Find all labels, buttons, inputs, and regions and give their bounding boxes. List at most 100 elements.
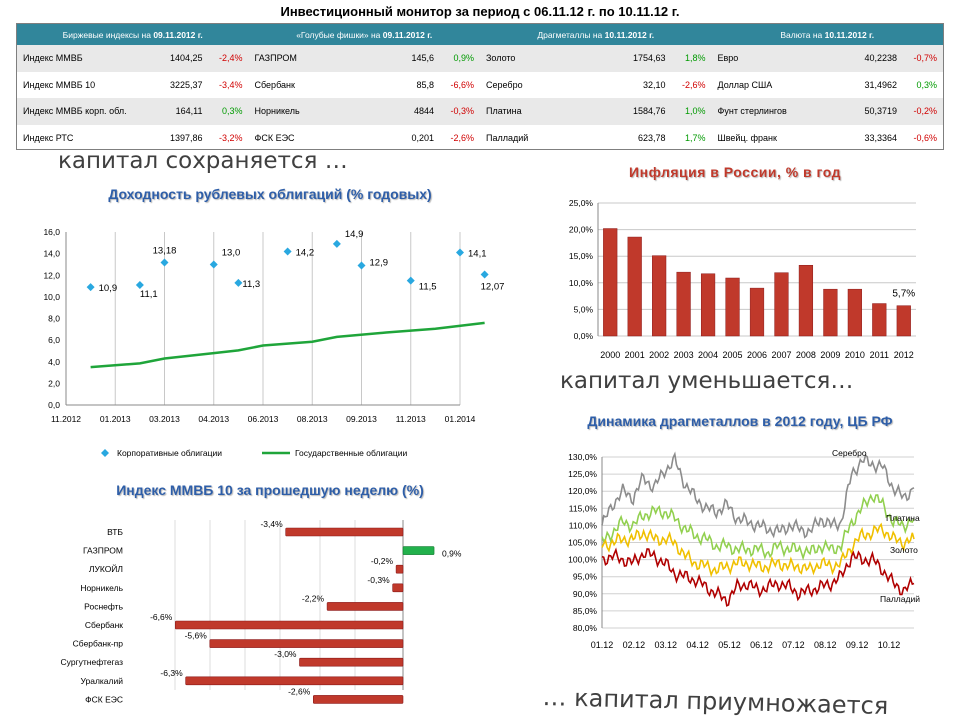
bond-x-tick-label: 11.2013: [396, 414, 426, 424]
metals-x-tick-label: 05.12: [718, 640, 741, 650]
metals-x-tick-label: 10.12: [878, 640, 901, 650]
caption-capital-decreases: капитал уменьшается…: [560, 368, 854, 394]
bond-x-tick-label: 06.2013: [248, 414, 279, 424]
instrument-change: -3,2%: [218, 132, 243, 143]
metals-line-palladium: [601, 547, 915, 607]
instrument-change: 0,3%: [221, 106, 243, 117]
bond-x-tick-label: 11.2012: [51, 414, 81, 424]
header-currency: Валюта на 10.11.2012 г.: [780, 29, 875, 40]
instrument-change: -6,6%: [450, 79, 474, 90]
monitor-row: Индекс ММВБ 10 3225,37 -3,4% Сбербанк 85,8 -6…: [17, 72, 943, 99]
legend-corp-label: Корпоративные облигации: [117, 448, 222, 458]
inflation-y-tick-label: 15,0%: [569, 251, 594, 261]
instrument-name: Индекс ММВБ корп. обл.: [23, 106, 127, 117]
micex-bar: [185, 676, 404, 686]
instrument-change: -2,4%: [218, 53, 243, 64]
micex-bar: [299, 657, 404, 667]
corp-bond-marker: [135, 280, 144, 289]
micex-data-label: -2,2%: [302, 593, 325, 603]
monitor-row: Индекс ММВБ 1404,25 -2,4% ГАЗПРОМ 145,6 0,9% З…: [17, 45, 943, 72]
instrument-value: 3225,37: [169, 79, 203, 90]
metals-y-tick-label: 100,0%: [568, 555, 597, 565]
instrument-change: 1,0%: [684, 106, 706, 117]
monitor-cell-currency: Евро 40,2238 -0,7%: [712, 53, 944, 63]
micex-data-label: -2,6%: [288, 686, 311, 696]
bond-y-tick-label: 2,0: [48, 378, 60, 388]
bond-y-tick-label: 10,0: [43, 292, 60, 302]
micex-bar: [209, 639, 404, 648]
corp-bond-marker: [209, 260, 218, 269]
monitor-header-row: Биржевые индексы на 09.11.2012 г. «Голуб…: [17, 24, 943, 45]
instrument-name: Палладий: [486, 132, 529, 143]
monitor-row: Индекс РТС 1397,86 -3,2% ФСК ЕЭС 0,201 -2,6% П…: [17, 125, 943, 152]
inflation-x-tick-label: 2010: [845, 350, 865, 360]
monitor-cell-index: Индекс ММВБ 1404,25 -2,4%: [17, 53, 249, 63]
monitor-cell-currency: Доллар США 31,4962 0,3%: [712, 80, 944, 90]
monitor-cell-metal: Серебро 32,10 -2,6%: [480, 80, 712, 90]
micex-data-label: -6,3%: [160, 668, 183, 678]
monitor-cell-currency: Фунт стерлингов 50,3719 -0,2%: [712, 106, 944, 116]
header-metals: Драгметаллы на 10.11.2012 г.: [537, 29, 655, 40]
instrument-value: 1397,86: [169, 132, 203, 143]
instrument-value: 85,8: [416, 79, 434, 90]
metals-series-label: Серебро: [832, 448, 867, 458]
micex-bar: [312, 695, 404, 704]
metals-x-tick-label: 09.12: [846, 640, 869, 650]
micex-bar: [175, 620, 404, 630]
metals-series-label: Платина: [886, 513, 920, 523]
corp-bond-data-label: 14,9: [345, 229, 364, 240]
metals-y-tick-label: 110,0%: [569, 520, 598, 530]
inflation-y-tick-label: 10,0%: [569, 278, 594, 288]
bond-y-tick-label: 12,0: [43, 270, 60, 280]
micex-data-label: -6,6%: [150, 612, 173, 622]
instrument-name: Золото: [486, 53, 516, 64]
inflation-x-tick-label: 2000: [600, 350, 620, 360]
metals-line-platinum: [601, 493, 915, 561]
inflation-y-tick-label: 20,0%: [569, 225, 594, 235]
instrument-name: Индекс РТС: [23, 132, 74, 143]
monitor-cell-index: Индекс ММВБ корп. обл. 164,11 0,3%: [17, 106, 249, 116]
header-blue-chips: «Голубые фишки» на 09.11.2012 г.: [296, 29, 433, 40]
instrument-value: 31,4962: [864, 79, 897, 90]
inflation-y-tick-label: 0,0%: [574, 331, 594, 341]
inflation-bar: [725, 277, 740, 337]
inflation-bar: [652, 255, 667, 337]
corp-bond-marker: [357, 261, 366, 270]
metals-series-label: Золото: [890, 545, 918, 555]
instrument-change: -3,4%: [218, 79, 243, 90]
inflation-bar: [774, 272, 789, 337]
bond-y-tick-label: 6,0: [48, 335, 60, 345]
corp-bond-marker: [234, 278, 243, 287]
bond-y-tick-label: 14,0: [43, 249, 60, 259]
micex-data-label: -3,4%: [260, 519, 283, 529]
inflation-bar: [823, 288, 838, 337]
instrument-value: 32,10: [642, 79, 666, 90]
micex-bar: [285, 527, 404, 537]
instrument-name: Евро: [717, 53, 739, 64]
corp-bond-marker: [480, 270, 489, 279]
bond-y-tick-label: 8,0: [48, 314, 60, 324]
instrument-value: 50,3719: [864, 106, 897, 117]
micex-bar: [392, 583, 404, 593]
corp-bond-data-label: 11,5: [419, 282, 437, 293]
inflation-x-tick-label: 2001: [625, 350, 645, 360]
corp-bond-data-label: 13,18: [153, 245, 177, 256]
inflation-y-tick-label: 5,0%: [574, 304, 594, 314]
instrument-change: 1,8%: [684, 53, 706, 64]
micex-category-label: Сургутнефтегаз: [61, 657, 124, 667]
legend-corp-marker: [101, 449, 109, 457]
instrument-change: -0,6%: [913, 132, 937, 143]
monitor-cell-metal: Золото 1754,63 1,8%: [480, 53, 712, 63]
inflation-bar: [798, 264, 814, 337]
micex-data-label: -0,2%: [371, 556, 394, 566]
monitor-cell-index: Индекс ММВБ 10 3225,37 -3,4%: [17, 80, 249, 90]
inflation-bar: [700, 273, 716, 337]
metals-x-tick-label: 08.12: [814, 640, 837, 650]
inflation-bar: [847, 288, 862, 337]
metals-x-tick-label: 02.12: [623, 640, 646, 650]
metals-y-tick-label: 80,0%: [573, 623, 598, 633]
micex-category-label: Роснефть: [84, 601, 123, 611]
instrument-name: Норникель: [254, 106, 300, 117]
corp-bond-marker: [406, 276, 415, 285]
monitor-rows: Индекс ММВБ 1404,25 -2,4% ГАЗПРОМ 145,6 0,9% З…: [17, 45, 943, 151]
